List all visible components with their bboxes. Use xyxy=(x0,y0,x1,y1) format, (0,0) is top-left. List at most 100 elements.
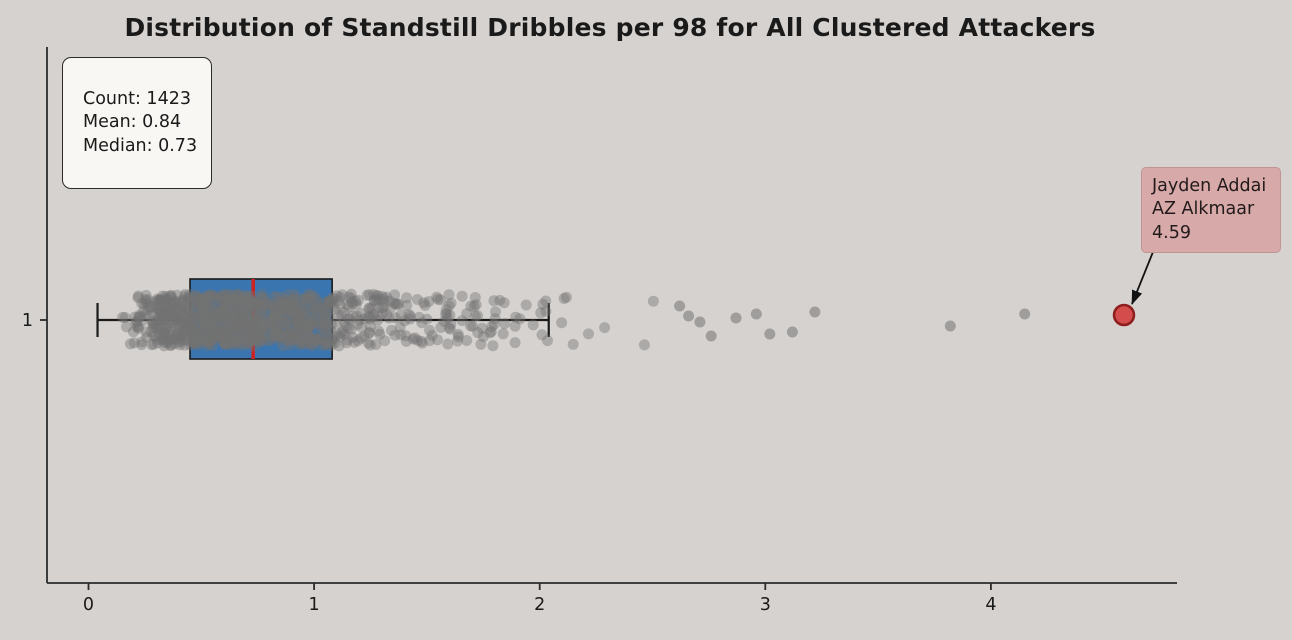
strip-point xyxy=(404,313,416,325)
strip-point xyxy=(271,291,283,303)
strip-point xyxy=(225,292,237,304)
strip-point xyxy=(254,332,266,344)
strip-point xyxy=(169,332,181,344)
strip-point xyxy=(259,300,270,312)
strip-point xyxy=(127,326,139,338)
strip-point xyxy=(151,293,163,305)
strip-point xyxy=(311,300,323,312)
strip-point xyxy=(185,316,197,328)
strip-point xyxy=(452,328,464,340)
strip-point xyxy=(201,325,213,337)
strip-point xyxy=(379,335,391,347)
strip-point xyxy=(295,309,307,321)
strip-point xyxy=(381,308,393,320)
strip-point xyxy=(184,322,196,334)
strip-point xyxy=(257,322,269,334)
strip-point xyxy=(283,324,295,336)
strip-point xyxy=(327,292,339,304)
strip-point xyxy=(306,340,318,352)
strip-point xyxy=(237,331,249,343)
strip-point xyxy=(188,329,200,341)
strip-point xyxy=(321,319,332,331)
strip-point xyxy=(161,321,173,333)
strip-point xyxy=(169,311,181,323)
strip-point xyxy=(193,315,205,326)
strip-point xyxy=(219,336,231,348)
strip-point xyxy=(328,300,340,312)
strip-point xyxy=(178,330,190,342)
strip-point xyxy=(182,292,194,304)
strip-point xyxy=(438,315,450,327)
strip-point xyxy=(153,294,165,306)
strip-point xyxy=(467,320,479,332)
box-plot xyxy=(96,278,550,360)
strip-point xyxy=(356,308,368,319)
outlier-point xyxy=(750,308,762,320)
strip-point xyxy=(307,301,319,313)
strip-point xyxy=(160,314,172,326)
strip-point xyxy=(145,326,157,338)
strip-point xyxy=(295,294,307,306)
strip-point xyxy=(183,313,194,325)
strip-point xyxy=(527,319,539,331)
strip-point xyxy=(220,322,231,334)
strip-point xyxy=(228,314,240,326)
strip-point xyxy=(217,333,229,345)
strip-point xyxy=(333,295,345,307)
strip-point xyxy=(324,298,336,310)
strip-point xyxy=(162,305,174,317)
strip-point xyxy=(477,331,489,343)
strip-point xyxy=(242,339,254,350)
strip-point xyxy=(282,333,293,345)
strip-point xyxy=(395,309,407,321)
strip-point xyxy=(133,309,145,321)
strip-point xyxy=(192,339,204,351)
strip-point xyxy=(343,291,355,303)
strip-point xyxy=(411,294,423,305)
strip-point xyxy=(475,338,487,350)
strip-point xyxy=(190,307,202,319)
strip-point xyxy=(184,309,196,321)
strip-point xyxy=(199,322,211,334)
strip-point xyxy=(246,329,258,341)
strip-point xyxy=(121,321,132,333)
strip-point xyxy=(314,307,326,319)
strip-point xyxy=(285,294,297,306)
strip-point xyxy=(419,300,431,311)
strip-point xyxy=(252,330,263,342)
strip-point xyxy=(374,328,386,340)
strip-point xyxy=(249,307,261,319)
strip-point xyxy=(367,311,379,323)
strip-point xyxy=(266,318,278,330)
strip-point xyxy=(297,318,309,330)
strip-point xyxy=(182,303,194,315)
strip-point xyxy=(203,337,215,349)
strip-point xyxy=(168,311,179,323)
strip-point xyxy=(158,326,170,338)
strip-point xyxy=(273,334,285,346)
outlier-point xyxy=(764,328,776,340)
strip-point xyxy=(194,334,205,346)
strip-point xyxy=(179,303,191,315)
strip-point xyxy=(242,336,254,348)
strip-point xyxy=(201,294,213,306)
strip-point xyxy=(184,289,196,301)
strip-point xyxy=(488,295,500,307)
strip-point xyxy=(268,325,280,337)
strip-point xyxy=(156,313,168,325)
strip-point xyxy=(240,323,252,335)
strip-point xyxy=(426,329,438,341)
strip-point xyxy=(158,333,170,344)
strip-point xyxy=(231,289,243,301)
strip-point xyxy=(289,293,301,305)
strip-point xyxy=(352,335,364,347)
strip-point xyxy=(220,289,231,301)
strip-point xyxy=(163,303,175,315)
strip-point xyxy=(289,289,301,300)
strip-point xyxy=(234,301,246,313)
strip-point xyxy=(208,290,220,302)
strip-point xyxy=(221,321,233,333)
strip-point xyxy=(345,288,357,300)
strip-point xyxy=(271,306,283,318)
strip-point xyxy=(298,310,310,322)
